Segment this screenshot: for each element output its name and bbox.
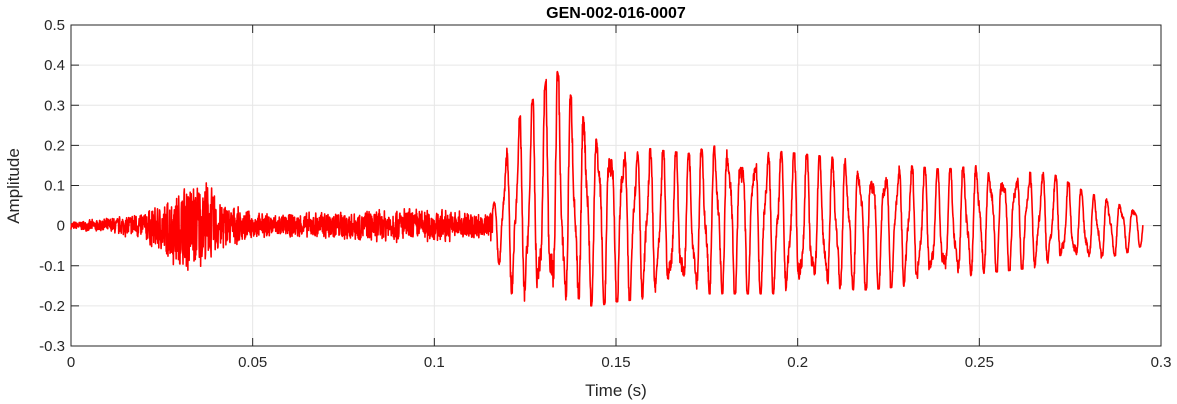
y-tick-label: -0.3 xyxy=(39,338,65,355)
x-axis-label: Time (s) xyxy=(585,381,647,400)
x-tick-label: 0 xyxy=(67,354,75,371)
y-tick-label: -0.2 xyxy=(39,298,65,315)
y-tick-label: 0.2 xyxy=(44,137,65,154)
x-tick-label: 0.2 xyxy=(787,354,808,371)
x-tick-label: 0.15 xyxy=(601,354,630,371)
x-tick-label: 0.3 xyxy=(1151,354,1172,371)
y-tick-label: 0.4 xyxy=(44,57,65,74)
y-tick-labels: -0.3 -0.2 -0.1 0 0.1 0.2 0.3 0.4 0.5 xyxy=(39,17,65,355)
series-layer xyxy=(70,70,1144,307)
y-tick-label: 0.1 xyxy=(44,178,65,195)
y-axis-label: Amplitude xyxy=(4,148,23,224)
x-tick-label: 0.1 xyxy=(424,354,445,371)
y-tick-label: -0.1 xyxy=(39,258,65,275)
waveform-series-line xyxy=(70,70,1144,307)
axis-ticks xyxy=(70,24,1162,347)
x-tick-labels: 0 0.05 0.1 0.15 0.2 0.25 0.3 xyxy=(67,354,1172,371)
x-tick-label: 0.05 xyxy=(238,354,267,371)
chart-title: GEN-002-016-0007 xyxy=(546,5,686,22)
y-tick-label: 0.5 xyxy=(44,17,65,34)
y-tick-label: 0 xyxy=(57,218,65,235)
x-tick-label: 0.25 xyxy=(965,354,994,371)
y-tick-label: 0.3 xyxy=(44,97,65,114)
